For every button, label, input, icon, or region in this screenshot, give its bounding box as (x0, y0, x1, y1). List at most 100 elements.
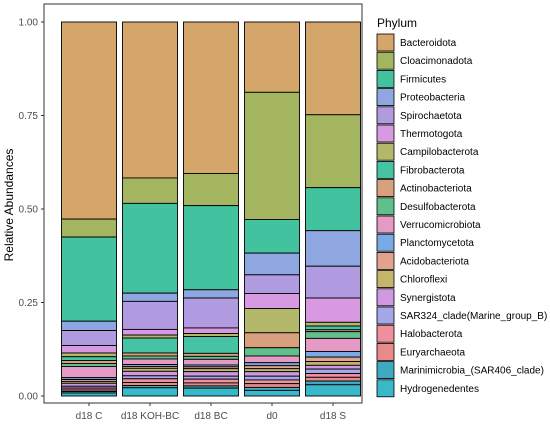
legend-label-euryarchaeota: Euryarchaeota (400, 347, 465, 358)
bar-segment-spirochaetota-d18-s (305, 265, 361, 299)
bar-segment-spirochaetota-d18-bc (183, 297, 239, 329)
legend-label-desulfobacterota: Desulfobacterota (400, 202, 476, 213)
y-axis-title: Relative Abundances (2, 149, 16, 262)
bar-segment-campilobacterota-d18-c (61, 352, 117, 358)
legend-label-proteobacteria: Proteobacteria (400, 93, 465, 104)
legend-key-proteobacteria (376, 88, 395, 106)
legend-label-hydrogenedentes: Hydrogenedentes (400, 384, 479, 395)
bar-segment-fibrobacterota-d18-koh-bc (122, 337, 178, 354)
bar-segment-thermotogota-d0 (244, 293, 300, 309)
legend-key-bacteroidota (376, 33, 395, 52)
bar-segment-thermotogota-d18-s (305, 297, 361, 323)
y-tick-label: 0.00 (19, 392, 39, 403)
bars-group (61, 21, 361, 397)
bar-segment-cloacimonadota-d18-s (305, 114, 361, 189)
legend-key-fibrobacterota (376, 160, 395, 179)
bar-segment-cloacimonadota-d0 (244, 91, 300, 220)
x-tick-label-d18-koh-bc: d18 KOH-BC (121, 411, 179, 422)
bar-segment-bacteroidota-d18-koh-bc (122, 21, 178, 179)
bar-segment-synergistota-d0 (244, 371, 300, 377)
bar-segment-actinobacteriota-d0 (244, 332, 300, 349)
legend-key-hydrogenedentes (376, 379, 395, 398)
legend-key-desulfobacterota (376, 197, 395, 216)
legend-label-thermotogota: Thermotogota (400, 129, 463, 140)
x-tick-label-d18-s: d18 S (320, 411, 346, 422)
bar-segment-synergistota-d18-bc (183, 371, 239, 377)
legend-key-euryarchaeota (376, 342, 395, 361)
bar-segment-campilobacterota-d18-s (305, 321, 361, 327)
legend-label-spirochaetota: Spirochaetota (400, 111, 462, 122)
bar-segment-proteobacteria-d18-s (305, 230, 361, 267)
legend-label-bacteroidota: Bacteroidota (400, 38, 457, 49)
bar-segment-proteobacteria-d18-c (61, 320, 117, 332)
bar-segment-spirochaetota-d18-koh-bc (122, 300, 178, 330)
legend-key-halobacterota (376, 324, 395, 343)
bar-segment-bacteroidota-d18-c (61, 21, 117, 220)
legend-title: Phylum (377, 16, 417, 30)
bar-segment-verrucomicrobiota-d18-bc (183, 358, 239, 366)
x-tick-label-d18-c: d18 C (76, 411, 103, 422)
legend-key-chloroflexi (376, 270, 395, 289)
bar-segment-spirochaetota-d0 (244, 274, 300, 294)
bar-segment-sar324-clade-marine-group-b-d0 (244, 375, 300, 381)
bar-segment-hydrogenedentes-d18-c (61, 392, 117, 397)
bar-segment-fibrobacterota-d18-bc (183, 336, 239, 354)
legend-key-marinimicrobia-sar406-clade (376, 361, 395, 380)
bar-segment-halobacterota-d18-bc (183, 378, 239, 384)
bar-segment-bacteroidota-d18-bc (183, 21, 239, 174)
legend-label-planctomycetota: Planctomycetota (400, 238, 474, 249)
bar-segment-halobacterota-d0 (244, 379, 300, 385)
legend-key-campilobacterota (376, 142, 395, 161)
bar-segment-proteobacteria-d18-bc (183, 289, 239, 299)
bar-segment-thermotogota-d18-koh-bc (122, 328, 178, 336)
bar-segment-bacteroidota-d18-s (305, 21, 361, 116)
bar-segment-campilobacterota-d0 (244, 308, 300, 334)
bar-segment-cloacimonadota-d18-c (61, 218, 117, 238)
y-axis: 0.00 0.25 0.50 0.75 1.00 (19, 18, 44, 403)
legend-label-campilobacterota: Campilobacterota (400, 147, 479, 158)
legend-key-synergistota (376, 288, 395, 307)
legend-label-acidobacteriota: Acidobacteriota (400, 256, 469, 267)
legend-label-chloroflexi: Chloroflexi (400, 275, 447, 286)
bar-segment-hydrogenedentes-d18-koh-bc (122, 387, 178, 397)
legend-key-spirochaetota (376, 106, 395, 125)
legend-label-synergistota: Synergistota (400, 293, 456, 304)
bar-segment-spirochaetota-d18-c (61, 330, 117, 346)
x-tick-label-d0: d0 (266, 411, 278, 422)
bar-segment-verrucomicrobiota-d18-koh-bc (122, 358, 178, 366)
bar-segment-hydrogenedentes-d0 (244, 389, 300, 397)
bar-segment-euryarchaeota-d0 (244, 383, 300, 388)
bar-segment-acidobacteriota-d18-s (305, 356, 361, 363)
bar-segment-thermotogota-d18-c (61, 345, 117, 354)
bar-segment-desulfobacterota-d18-s (305, 331, 361, 339)
legend-key-actinobacteriota (376, 179, 395, 198)
bar-segment-fibrobacterota-d18-s (305, 325, 361, 331)
bar-segment-halobacterota-d18-koh-bc (122, 378, 178, 383)
legend-label-actinobacteriota: Actinobacteriota (400, 184, 472, 195)
bar-segment-thermotogota-d18-bc (183, 327, 239, 334)
bar-segment-planctomycetota-d18-s (305, 351, 361, 358)
legend-label-cloacimonadota: Cloacimonadota (400, 56, 473, 67)
y-tick-label: 0.25 (19, 298, 39, 309)
bar-segment-desulfobacterota-d0 (244, 347, 300, 357)
bar-segment-euryarchaeota-d18-s (305, 376, 361, 382)
x-axis: d18 C d18 KOH-BC d18 BC d0 d18 S (76, 403, 346, 422)
bar-segment-firmicutes-d0 (244, 219, 300, 254)
bar-segment-cloacimonadota-d18-koh-bc (122, 177, 178, 204)
bar-segment-synergistota-d18-koh-bc (122, 370, 178, 377)
legend-key-verrucomicrobiota (376, 215, 395, 234)
bar-segment-hydrogenedentes-d18-bc (183, 387, 239, 397)
bar-segment-halobacterota-d18-s (305, 373, 361, 378)
legend-label-firmicutes: Firmicutes (400, 74, 446, 85)
legend: Bacteroidota Cloacimonadota Firmicutes Prot… (376, 33, 547, 398)
bar-segment-sar324-clade-marine-group-b-d18-s (305, 368, 361, 375)
bar-segment-firmicutes-d18-bc (183, 205, 239, 291)
bar-segment-chloroflexi-d18-s (305, 361, 361, 366)
legend-key-thermotogota (376, 124, 395, 143)
y-tick-label: 0.75 (19, 111, 39, 122)
bar-segment-firmicutes-d18-s (305, 187, 361, 232)
bar-segment-bacteroidota-d0 (244, 21, 300, 93)
bar-segment-verrucomicrobiota-d18-c (61, 366, 117, 379)
legend-label-verrucomicrobiota: Verrucomicrobiota (400, 220, 481, 231)
